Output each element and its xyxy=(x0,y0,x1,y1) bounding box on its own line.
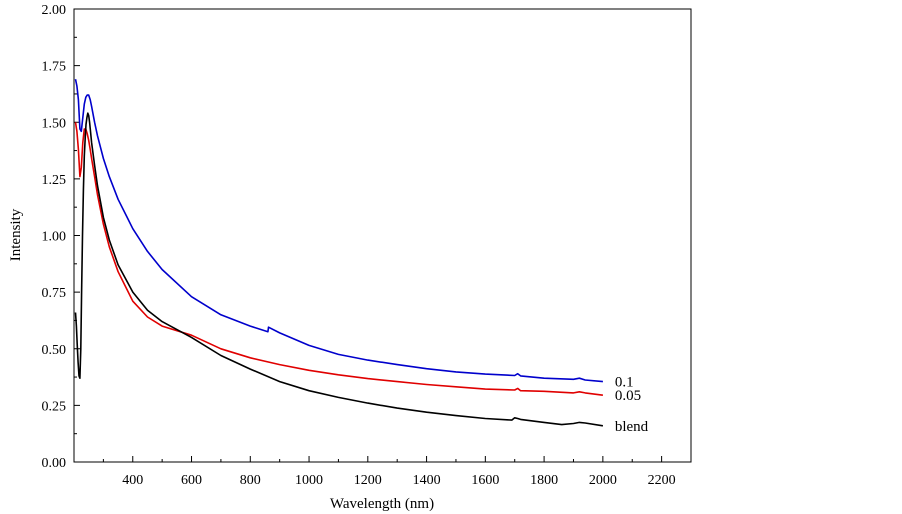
y-tick-label: 0.25 xyxy=(42,399,67,414)
x-tick-label: 2000 xyxy=(589,473,617,488)
x-tick-label: 1400 xyxy=(413,473,441,488)
y-tick-label: 1.00 xyxy=(42,230,67,245)
x-tick-label: 1800 xyxy=(530,473,558,488)
series-label: blend xyxy=(615,419,649,435)
y-tick-label: 0.75 xyxy=(42,286,67,301)
series-label: 0.1 xyxy=(615,375,634,391)
x-tick-label: 600 xyxy=(181,473,202,488)
y-axis-title: Intensity xyxy=(8,208,24,261)
x-tick-label: 1200 xyxy=(354,473,382,488)
series-label: 0.05 xyxy=(615,388,641,404)
series-layer xyxy=(74,79,604,427)
series-line-0-1 xyxy=(74,79,603,383)
y-tick-label: 0.00 xyxy=(42,456,67,471)
y-tick-label: 0.50 xyxy=(42,343,67,358)
x-tick-label: 800 xyxy=(240,473,261,488)
x-tick-label: 1600 xyxy=(471,473,499,488)
series-line-0-05 xyxy=(74,122,604,396)
y-tick-label: 2.00 xyxy=(42,3,67,18)
x-tick-label: 400 xyxy=(122,473,143,488)
x-axis-ticks: 400 600 800 1000 1200 1400 1600 1800 2000 2200 xyxy=(102,456,676,488)
y-axis-ticks: 0.00 0.25 0.50 0.75 1.00 1.25 1.50 1.75 2.00 xyxy=(42,3,80,471)
y-tick-label: 1.50 xyxy=(42,116,67,131)
series-line-blend xyxy=(74,112,604,427)
y-tick-label: 1.75 xyxy=(42,60,67,75)
x-axis-title: Wavelength (nm) xyxy=(330,496,434,512)
series-labels: 0.10.05 blend xyxy=(615,375,649,435)
x-tick-label: 2200 xyxy=(648,473,676,488)
x-tick-label: 1000 xyxy=(295,473,323,488)
y-tick-label: 1.25 xyxy=(42,173,67,188)
